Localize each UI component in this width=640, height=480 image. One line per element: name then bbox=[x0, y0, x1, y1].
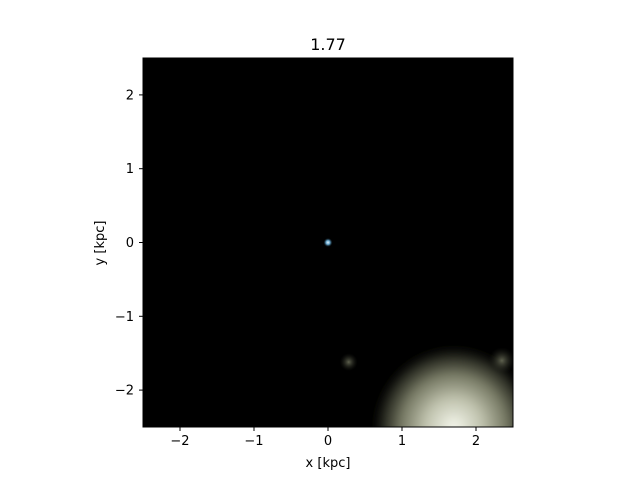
x-axis: −2 −1 0 1 2 bbox=[170, 427, 480, 449]
point-source-0 bbox=[323, 238, 333, 247]
y-tick-label: 1 bbox=[126, 162, 134, 177]
image-features bbox=[323, 238, 513, 427]
y-tick-label: −2 bbox=[115, 384, 134, 399]
y-tick-label: −1 bbox=[115, 310, 134, 325]
x-tick-label: 1 bbox=[398, 434, 406, 449]
y-tick-label: 0 bbox=[126, 236, 134, 251]
x-tick-label: −2 bbox=[170, 434, 189, 449]
y-tick-label: 2 bbox=[126, 88, 134, 103]
faint-cloud-1 bbox=[339, 353, 358, 371]
faint-cloud-3 bbox=[488, 347, 513, 374]
bright-cloud-2 bbox=[372, 338, 513, 427]
y-axis: −2 −1 0 1 2 bbox=[115, 88, 143, 399]
x-tick-label: 0 bbox=[324, 434, 332, 449]
chart-title: 1.77 bbox=[310, 35, 346, 54]
plot-area bbox=[143, 58, 513, 427]
x-tick-label: 2 bbox=[472, 434, 480, 449]
y-axis-label: y [kpc] bbox=[93, 221, 108, 266]
x-tick-label: −1 bbox=[244, 434, 263, 449]
x-axis-label: x [kpc] bbox=[306, 456, 351, 471]
